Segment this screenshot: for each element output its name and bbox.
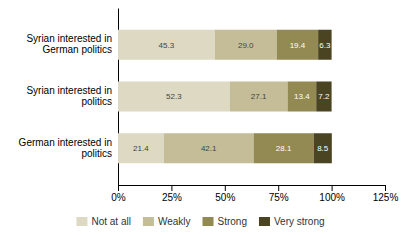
y-tick-label: German interested in politics xyxy=(19,137,112,159)
x-tick: 0% xyxy=(111,185,126,203)
legend-item: Very strong xyxy=(259,216,325,227)
x-tick-mark xyxy=(118,185,119,191)
data-label: 45.3 xyxy=(159,41,175,50)
data-label: 21.4 xyxy=(133,144,149,153)
bar xyxy=(314,133,332,163)
x-tick-mark xyxy=(278,185,279,191)
bar xyxy=(316,81,331,111)
data-label: 6.3 xyxy=(319,41,331,50)
legend-swatch xyxy=(259,217,270,226)
y-axis: Syrian interested in German politics Syri… xyxy=(19,9,119,186)
x-tick: 25% xyxy=(162,185,182,203)
data-label: 29.0 xyxy=(238,41,254,50)
bars xyxy=(118,30,332,164)
data-labels: 45.3 52.3 21.4 29.0 27.1 42.1 19.4 13.4 28.1 6.3 7… xyxy=(133,41,331,154)
x-tick-mark xyxy=(385,185,386,191)
x-tick: 75% xyxy=(269,185,289,203)
x-tick-label: 100% xyxy=(319,192,345,203)
legend-item: Not at all xyxy=(76,216,130,227)
bar xyxy=(118,133,164,163)
x-tick-mark xyxy=(225,185,226,191)
legend-swatch xyxy=(143,217,154,226)
data-label: 52.3 xyxy=(166,92,182,101)
x-tick-label: 0% xyxy=(111,192,126,203)
bar xyxy=(318,30,331,60)
chart: 0% 25% 50% 75% 100% 125% Syrian interested in … xyxy=(0,0,401,235)
bar xyxy=(230,81,288,111)
x-tick: 100% xyxy=(319,185,345,203)
legend-label: Weakly xyxy=(158,216,191,227)
legend: Not at all Weakly Strong Very strong xyxy=(76,216,324,227)
x-tick-label: 125% xyxy=(373,192,399,203)
x-tick: 50% xyxy=(215,185,235,203)
bar xyxy=(254,133,314,163)
bar xyxy=(288,81,317,111)
x-tick-label: 75% xyxy=(269,192,289,203)
legend-label: Not at all xyxy=(91,216,130,227)
x-tick: 125% xyxy=(373,185,399,203)
bar xyxy=(215,30,277,60)
x-tick-mark xyxy=(332,185,333,191)
bar xyxy=(164,133,254,163)
legend-label: Very strong xyxy=(274,216,325,227)
x-tick-label: 50% xyxy=(215,192,235,203)
y-tick-label: Syrian interested in German politics xyxy=(26,33,112,55)
x-tick-mark xyxy=(171,185,172,191)
data-label: 27.1 xyxy=(251,92,267,101)
y-tick-label: Syrian interested in politics xyxy=(26,85,112,107)
data-label: 19.4 xyxy=(290,41,306,50)
legend-item: Weakly xyxy=(143,216,191,227)
bar xyxy=(118,30,215,60)
y-tick: Syrian interested in politics xyxy=(26,85,112,107)
series-bars xyxy=(314,30,332,164)
bar xyxy=(118,81,230,111)
y-tick: Syrian interested in German politics xyxy=(26,33,112,55)
legend-item: Strong xyxy=(203,216,247,227)
legend-swatch xyxy=(203,217,214,226)
y-tick: German interested in politics xyxy=(19,137,112,159)
x-axis-line xyxy=(119,185,386,186)
x-axis: 0% 25% 50% 75% 100% 125% xyxy=(111,185,398,203)
legend-swatch xyxy=(76,217,87,226)
legend-label: Strong xyxy=(218,216,247,227)
x-tick-label: 25% xyxy=(162,192,182,203)
plot: 0% 25% 50% 75% 100% 125% Syrian interested in … xyxy=(19,9,399,204)
data-label: 42.1 xyxy=(201,144,217,153)
data-label: 7.2 xyxy=(318,92,330,101)
data-label: 8.5 xyxy=(317,144,329,153)
data-label: 28.1 xyxy=(276,144,292,153)
data-label: 13.4 xyxy=(294,92,310,101)
bar xyxy=(277,30,318,60)
